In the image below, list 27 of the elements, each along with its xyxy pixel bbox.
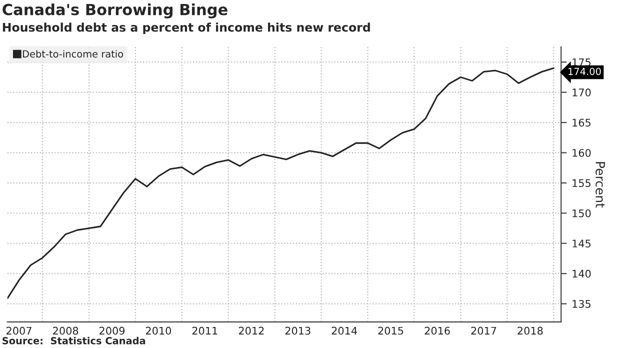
x-tick-label: 2009 — [100, 326, 125, 335]
x-tick-label: 2015 — [378, 326, 404, 335]
x-tick-label: 2008 — [53, 326, 78, 335]
y-tick-label: 165 — [572, 118, 590, 127]
x-tick-label: 2012 — [238, 326, 264, 335]
x-tick-label: 2007 — [6, 326, 32, 335]
y-tick-label: 140 — [572, 270, 591, 278]
legend-label: Debt-to-income ratio — [22, 50, 124, 58]
y-tick-label: 155 — [572, 179, 590, 188]
x-tick-label: 2010 — [146, 326, 172, 335]
y-tick-label: 135 — [572, 300, 590, 308]
x-tick-label: 2018 — [518, 326, 543, 335]
line-series — [7, 67, 554, 300]
x-tick-label: 2014 — [332, 326, 357, 335]
x-tick-label: 2011 — [192, 326, 218, 335]
y-axis-title: Percent — [596, 162, 605, 208]
chart-subtitle: Household debt as a percent of income hits new record — [2, 22, 370, 34]
x-tick-label: 2017 — [471, 326, 496, 335]
y-tick-label: 145 — [572, 240, 590, 248]
data-label: 174.00 — [568, 68, 601, 76]
y-tick-label: 170 — [572, 88, 591, 96]
y-tick-label: 160 — [572, 148, 591, 157]
x-tick-label: 2013 — [285, 326, 310, 335]
y-tick-label: 150 — [572, 209, 591, 218]
x-tick-label: 2016 — [424, 326, 450, 335]
chart-title: Canada's Borrowing Binge — [2, 3, 228, 18]
source-note: Source: Statistics Canada — [2, 336, 146, 344]
